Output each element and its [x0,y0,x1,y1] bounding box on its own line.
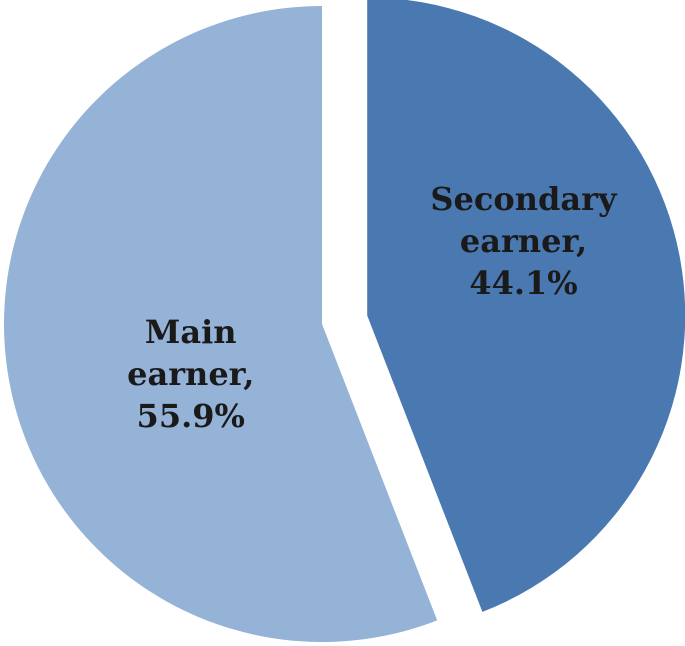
category-label: Secondary earner, [430,180,617,261]
pie-slice [3,6,438,643]
value-label: 44.1% [469,264,578,303]
pie-slice [367,0,685,612]
slice-label: Main earner, 55.9% [91,311,291,437]
slice-label: Secondary earner, 44.1% [423,178,623,304]
value-label: 55.9% [136,396,245,435]
category-label: Main earner, [127,312,255,393]
